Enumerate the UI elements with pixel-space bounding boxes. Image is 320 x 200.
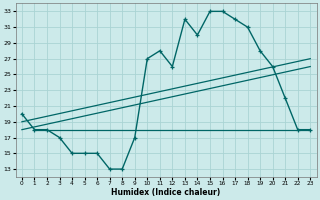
X-axis label: Humidex (Indice chaleur): Humidex (Indice chaleur) bbox=[111, 188, 221, 197]
